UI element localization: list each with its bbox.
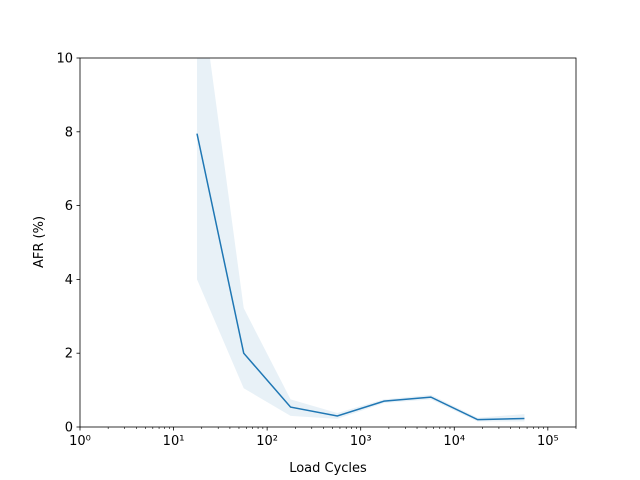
y-tick-label: 4 — [65, 273, 73, 288]
y-tick-label: 0 — [65, 421, 73, 436]
x-tick-label: 10⁴ — [443, 434, 465, 449]
x-tick-label: 10⁰ — [69, 434, 91, 449]
x-tick-label: 10² — [256, 434, 278, 449]
y-axis-label: AFR (%) — [32, 216, 47, 268]
plot-frame — [79, 57, 577, 428]
y-tick-label: 10 — [56, 52, 73, 67]
x-axis-label: Load Cycles — [289, 461, 367, 476]
y-tick-label: 6 — [65, 199, 73, 214]
y-tick-label: 8 — [65, 125, 73, 140]
line — [196, 133, 525, 421]
x-tick-label: 10¹ — [163, 434, 185, 449]
x-tick-label: 10³ — [350, 434, 372, 449]
y-tick-label: 2 — [65, 347, 73, 362]
confidence-band — [196, 58, 525, 422]
x-tick-label: 10⁵ — [537, 434, 559, 449]
